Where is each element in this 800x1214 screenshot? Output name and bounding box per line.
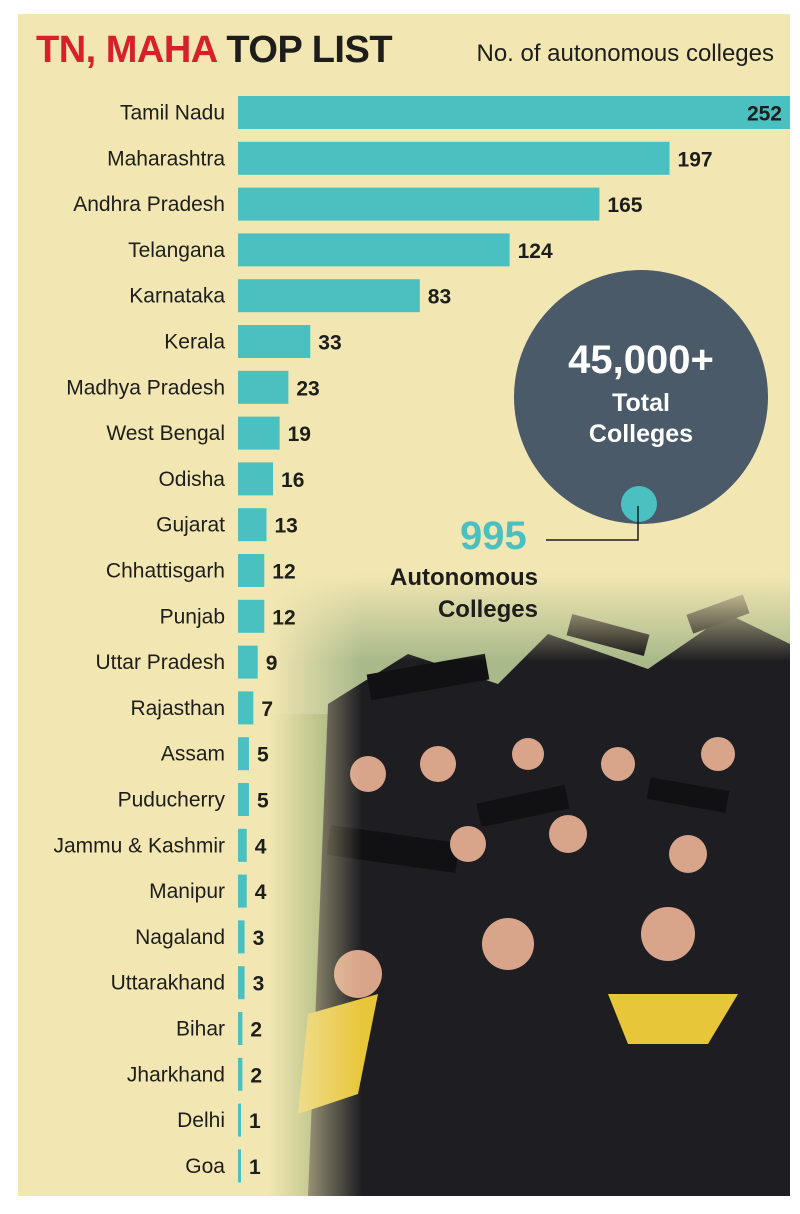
category-label: Uttarakhand (111, 972, 225, 995)
value-label: 5 (257, 790, 269, 813)
bar (238, 737, 249, 771)
category-label: Chhattisgarh (106, 560, 225, 583)
category-label: Manipur (149, 880, 225, 903)
bar (238, 508, 267, 542)
title-rest: TOP LIST (216, 29, 393, 71)
bar (238, 1149, 241, 1183)
value-label: 1 (249, 1110, 261, 1133)
total-colleges-value: 45,000+ (568, 338, 714, 382)
value-label: 4 (255, 881, 267, 904)
value-label: 2 (250, 1064, 262, 1087)
category-label: Madhya Pradesh (66, 376, 225, 399)
bar (238, 554, 265, 587)
chart-title: TN, MAHA TOP LIST (36, 29, 393, 71)
value-label: 23 (296, 377, 319, 400)
total-colleges-circle: 45,000+ Total Colleges (514, 270, 768, 524)
category-label: Tamil Nadu (120, 102, 225, 125)
category-label: Goa (185, 1155, 225, 1178)
bar (238, 783, 249, 816)
category-label: Telangana (128, 239, 225, 262)
value-label: 83 (428, 286, 451, 309)
title-accent: TN, MAHA (36, 29, 217, 71)
value-label: 252 (747, 103, 782, 126)
category-label: Uttar Pradesh (95, 651, 225, 674)
bar (238, 370, 289, 404)
value-label: 12 (272, 561, 295, 584)
value-label: 12 (272, 606, 295, 629)
category-label: Odisha (158, 468, 225, 491)
bar (238, 416, 280, 450)
bar (238, 1057, 243, 1091)
bar (238, 599, 265, 633)
category-label: Puducherry (118, 789, 226, 812)
category-label: Jammu & Kashmir (53, 834, 225, 857)
value-label: 13 (274, 515, 297, 538)
autonomous-share-dot (621, 486, 657, 522)
bar (238, 1012, 243, 1045)
autonomous-colleges-label: Autonomous Colleges (390, 564, 538, 623)
autonomous-colleges-value: 995 (460, 514, 527, 558)
value-label: 165 (607, 194, 642, 217)
bar (238, 645, 258, 679)
category-label: Gujarat (156, 514, 225, 537)
bar (238, 96, 790, 129)
infographic-panel: TN, MAHA TOP LIST No. of autonomous coll… (18, 14, 790, 1196)
bar (238, 187, 600, 221)
value-label: 16 (281, 469, 304, 492)
bar (238, 691, 254, 725)
category-label: Jharkhand (127, 1063, 225, 1086)
category-label: Andhra Pradesh (73, 193, 225, 216)
category-label: Rajasthan (130, 697, 225, 720)
bar (238, 141, 670, 175)
value-label: 7 (261, 698, 273, 721)
category-label: Maharashtra (107, 147, 225, 170)
category-label: Nagaland (135, 926, 225, 949)
bar (238, 874, 247, 908)
category-label: West Bengal (106, 422, 225, 445)
value-label: 4 (255, 835, 267, 858)
total-colleges-label: Total Colleges (588, 389, 694, 448)
category-label: Assam (161, 743, 225, 766)
graduates-photo (268, 574, 790, 1196)
value-label: 1 (249, 1156, 261, 1179)
value-label: 124 (518, 240, 553, 263)
chart-subtitle: No. of autonomous colleges (476, 40, 774, 67)
value-label: 2 (250, 1019, 262, 1042)
category-label: Kerala (164, 331, 225, 354)
value-label: 3 (253, 973, 265, 996)
bar (238, 828, 247, 862)
bar (238, 279, 420, 313)
bar (238, 966, 245, 1000)
bar (238, 233, 510, 267)
value-label: 33 (318, 332, 341, 355)
category-label: Karnataka (129, 285, 225, 308)
bar (238, 1103, 241, 1137)
value-label: 9 (266, 652, 278, 675)
value-label: 197 (678, 148, 713, 171)
value-label: 5 (257, 744, 269, 767)
value-label: 19 (288, 423, 311, 446)
bar (238, 325, 311, 358)
value-label: 3 (253, 927, 265, 950)
bar (238, 462, 274, 496)
category-label: Punjab (160, 605, 225, 628)
bar (238, 920, 245, 954)
category-label: Delhi (177, 1109, 225, 1132)
category-label: Bihar (176, 1018, 225, 1041)
